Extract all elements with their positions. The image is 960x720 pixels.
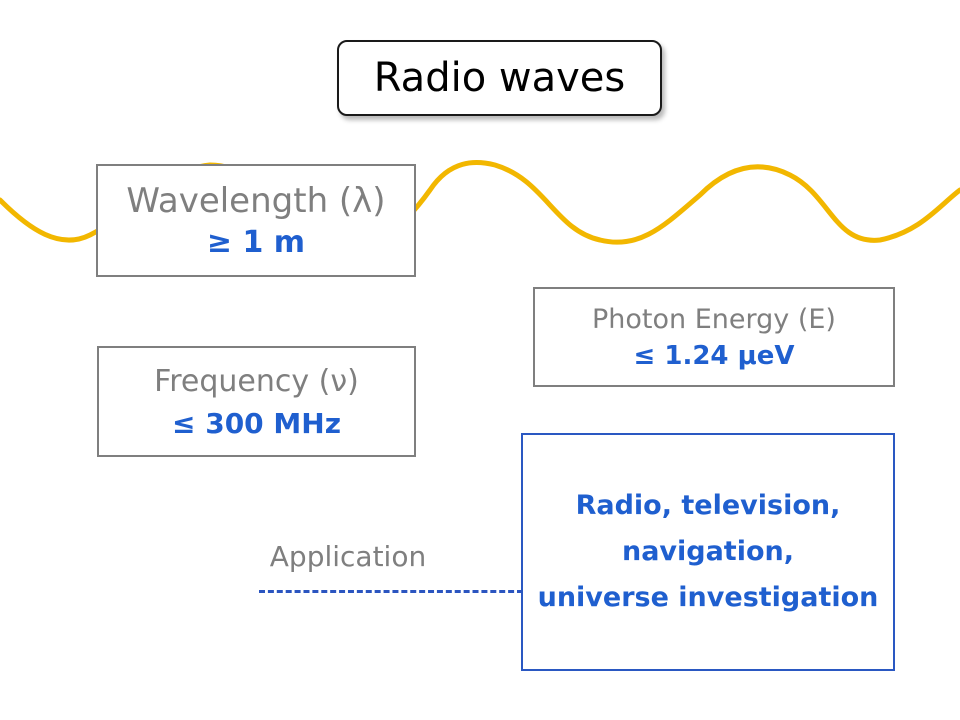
wavelength-label: Wavelength (λ) <box>126 181 386 221</box>
application-line: Radio, television, <box>575 490 841 521</box>
wavelength-box: Wavelength (λ) ≥ 1 m <box>96 164 416 277</box>
page-title: Radio waves <box>373 55 626 101</box>
photon-energy-box: Photon Energy (E) ≤ 1.24 μeV <box>533 287 895 387</box>
application-line: navigation, <box>621 536 795 567</box>
photon-energy-value: ≤ 1.24 μeV <box>633 340 795 371</box>
frequency-box: Frequency (ν) ≤ 300 MHz <box>97 346 416 457</box>
frequency-value: ≤ 300 MHz <box>172 406 341 440</box>
wavelength-value: ≥ 1 m <box>206 225 306 260</box>
application-line: universe investigation <box>537 582 879 613</box>
application-connector <box>259 590 523 593</box>
application-box: Radio, television, navigation, universe … <box>521 433 895 671</box>
application-label: Application <box>269 540 427 573</box>
title-box: Radio waves <box>337 40 662 116</box>
photon-energy-label: Photon Energy (E) <box>592 303 836 335</box>
frequency-label: Frequency (ν) <box>154 363 359 399</box>
